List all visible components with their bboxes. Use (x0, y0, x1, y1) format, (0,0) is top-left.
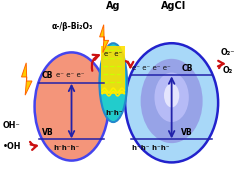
Ellipse shape (35, 52, 109, 161)
Text: •OH: •OH (2, 142, 21, 151)
Bar (101, 46, 125, 94)
Ellipse shape (141, 59, 203, 143)
Text: CB: CB (42, 71, 53, 80)
Text: e⁻ e⁻ e⁻: e⁻ e⁻ e⁻ (56, 72, 85, 78)
Text: CB: CB (181, 64, 193, 73)
Text: h⁻h⁻h⁻: h⁻h⁻h⁻ (53, 145, 79, 151)
Text: O₂⁻: O₂⁻ (221, 48, 235, 57)
Text: h⁻h⁻ h⁻h⁻: h⁻h⁻ h⁻h⁻ (132, 145, 170, 151)
Polygon shape (22, 63, 32, 95)
Text: h⁻h⁻: h⁻h⁻ (105, 110, 123, 116)
Ellipse shape (99, 43, 127, 122)
Text: α-/β-Bi₂O₃: α-/β-Bi₂O₃ (51, 22, 93, 31)
Text: AgCl: AgCl (161, 1, 187, 11)
Text: Ag: Ag (106, 1, 120, 11)
Text: O₂: O₂ (223, 67, 233, 75)
Text: OH⁻: OH⁻ (2, 122, 20, 130)
Ellipse shape (154, 73, 189, 122)
Polygon shape (100, 25, 109, 53)
Ellipse shape (164, 84, 179, 107)
Text: VB: VB (181, 128, 193, 137)
Text: VB: VB (42, 128, 53, 137)
Text: e⁻ e⁻ e⁻ e⁻: e⁻ e⁻ e⁻ e⁻ (132, 65, 171, 71)
Text: e⁻ e⁻: e⁻ e⁻ (104, 51, 123, 57)
Ellipse shape (125, 43, 218, 162)
